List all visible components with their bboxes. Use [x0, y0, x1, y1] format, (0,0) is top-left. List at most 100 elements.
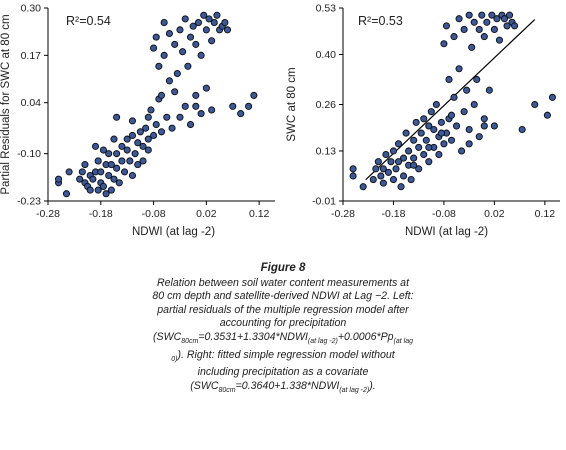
right-data-point	[420, 150, 428, 159]
caption-sub-4: 80cm	[218, 387, 236, 395]
left-x-tick-label: 0.02	[196, 208, 217, 220]
left-data-point	[144, 146, 152, 154]
left-data-point	[123, 146, 131, 154]
left-data-point	[55, 175, 63, 183]
right-data-point	[465, 11, 473, 19]
left-x-tick-label: -0.18	[89, 208, 113, 220]
right-data-point	[432, 100, 440, 109]
right-data-point	[483, 18, 491, 26]
caption-sub-2: (at lag -2)	[307, 338, 338, 346]
right-x-tick-label: 0.02	[484, 208, 505, 220]
left-data-point	[81, 161, 89, 169]
left-data-point	[105, 171, 113, 180]
right-data-point	[460, 25, 468, 33]
right-data-point	[430, 125, 438, 134]
right-data-point	[425, 143, 433, 151]
right-data-point	[387, 158, 395, 166]
right-data-point	[455, 65, 463, 73]
right-data-point	[407, 176, 415, 184]
right-data-point	[480, 115, 488, 123]
left-data-point	[171, 88, 179, 96]
right-data-point	[505, 11, 514, 19]
caption-body: Relation between soil water content meas…	[150, 277, 416, 398]
right-data-point	[455, 15, 463, 23]
right-data-point	[410, 161, 418, 169]
right-data-point	[470, 18, 478, 26]
left-data-point	[221, 19, 229, 27]
caption-sub-1: 80cm	[181, 338, 199, 346]
right-data-point	[440, 40, 448, 48]
left-data-point	[134, 161, 142, 169]
right-data-point	[478, 11, 486, 19]
right-data-point	[389, 176, 398, 184]
left-data-point	[110, 175, 118, 183]
left-data-point	[194, 19, 203, 27]
right-data-point	[465, 140, 473, 148]
left-data-point	[65, 168, 73, 176]
right-data-point	[359, 183, 367, 191]
left-data-point	[105, 150, 113, 158]
right-data-point	[463, 86, 471, 94]
right-data-point	[450, 93, 458, 101]
right-data-point	[405, 147, 413, 155]
left-y-axis-label: Partial Residuals for SWC at 80 cm	[0, 14, 12, 194]
right-r-squared-label: R²=0.53	[358, 14, 403, 28]
left-data-point	[186, 33, 195, 41]
right-data-point	[397, 183, 405, 191]
left-data-point	[176, 26, 184, 34]
right-data-point	[400, 154, 408, 162]
left-data-point	[131, 150, 139, 158]
caption-text-4: ). Right: fitted simple regression model…	[177, 348, 395, 392]
left-data-point	[144, 135, 152, 143]
left-data-point	[208, 106, 216, 114]
right-data-point	[437, 129, 445, 137]
left-data-point	[200, 11, 208, 19]
left-data-point	[91, 142, 100, 150]
left-data-point	[102, 190, 110, 198]
right-data-point	[369, 176, 377, 184]
left-y-tick-label: -0.10	[17, 148, 41, 160]
right-x-tick-label: -0.28	[331, 208, 355, 220]
caption-text-1: Relation between soil water content meas…	[152, 276, 414, 343]
left-r-squared-label: R²=0.54	[66, 14, 111, 28]
left-data-point	[213, 11, 221, 19]
right-data-point	[422, 136, 430, 144]
right-data-point	[417, 129, 425, 137]
caption-sub-5: (at lag -2)	[339, 387, 370, 395]
right-data-point	[511, 22, 519, 30]
left-data-point	[152, 120, 160, 129]
right-data-point	[480, 122, 488, 130]
right-data-point	[473, 75, 481, 84]
right-data-point	[490, 25, 498, 33]
left-data-point	[139, 157, 147, 165]
right-data-point	[485, 86, 493, 94]
right-data-point	[420, 115, 428, 123]
right-x-axis-label: NDWI (at lag -2)	[405, 226, 488, 238]
left-data-point	[184, 62, 192, 70]
left-data-point	[210, 19, 218, 27]
left-data-point	[160, 51, 168, 59]
right-data-point	[447, 136, 456, 144]
left-data-point	[86, 186, 94, 194]
left-data-point	[118, 142, 126, 150]
right-data-point	[531, 100, 539, 109]
caption-text-2: =0.3531+1.3304*NDWI	[198, 330, 308, 343]
right-data-point	[460, 108, 468, 116]
right-data-point	[437, 118, 445, 126]
left-y-tick-label: 0.04	[21, 97, 42, 109]
left-data-point	[110, 135, 118, 143]
left-y-tick-label: 0.30	[21, 3, 42, 15]
right-data-point	[493, 15, 501, 23]
left-data-point	[181, 102, 189, 110]
left-data-point	[192, 91, 200, 99]
right-data-point	[488, 11, 496, 19]
left-data-point	[128, 117, 137, 125]
left-data-point	[99, 182, 107, 190]
left-data-point	[179, 48, 187, 56]
caption-sub-3: (at lag 0)	[171, 338, 414, 363]
left-data-point	[94, 186, 102, 194]
right-data-point	[394, 140, 403, 148]
left-data-point	[189, 22, 197, 30]
left-data-point	[192, 102, 200, 110]
right-data-point	[543, 111, 551, 119]
